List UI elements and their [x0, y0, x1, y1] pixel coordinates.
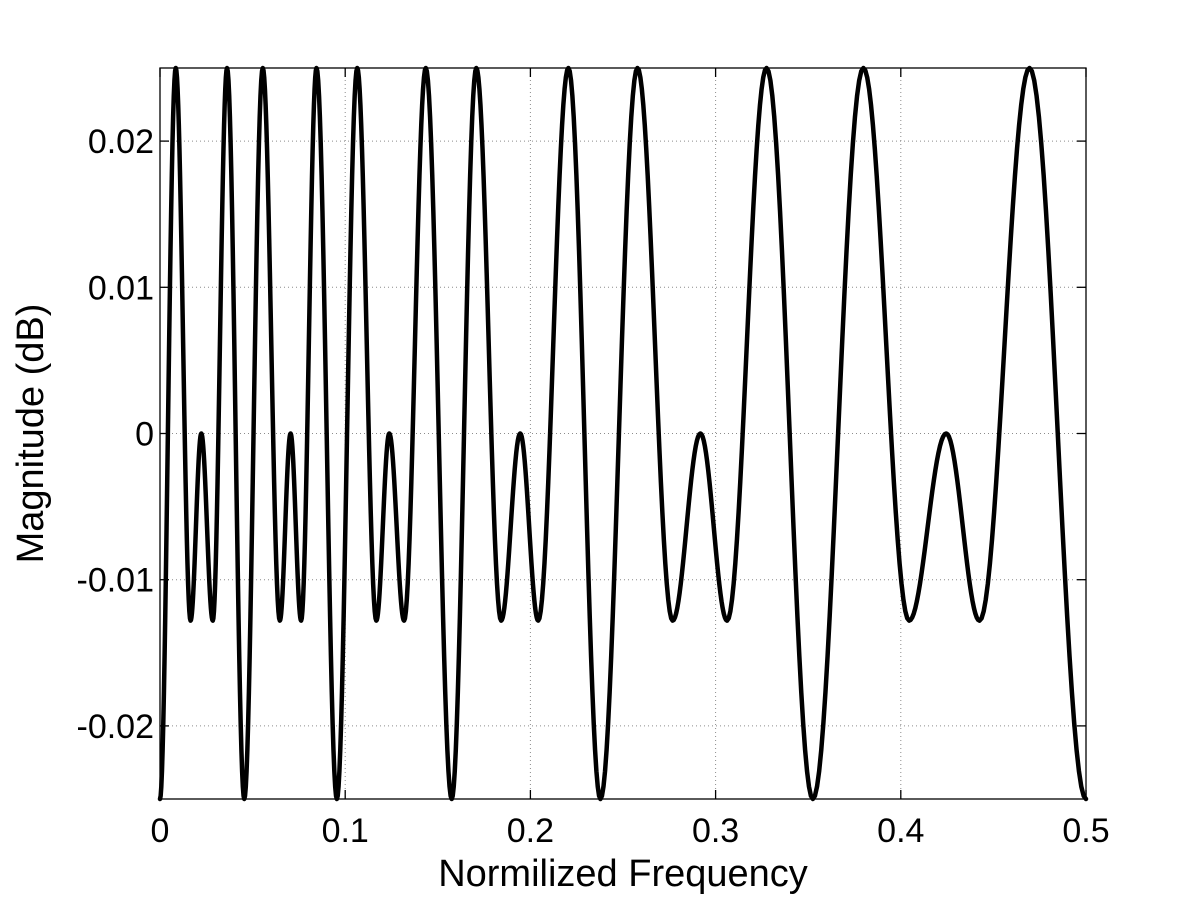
y-tick-label: 0	[135, 416, 154, 454]
y-tick-label: 0.01	[88, 269, 154, 307]
x-tick-label: 0.4	[877, 812, 924, 850]
x-tick-label: 0.1	[322, 812, 369, 850]
x-tick-label: 0.2	[507, 812, 554, 850]
y-tick-label: -0.02	[77, 708, 155, 746]
x-tick-label: 0.5	[1062, 812, 1109, 850]
y-tick-label: -0.01	[77, 562, 155, 600]
x-tick-label: 0.3	[692, 812, 739, 850]
x-tick-label: 0	[151, 812, 170, 850]
y-axis-label: Magnitude (dB)	[10, 304, 52, 564]
x-axis-label: Normilized Frequency	[438, 853, 808, 895]
ticks: 0 0.1 0.2 0.3 0.4 0.5 -0.02 -0.01 0 0.01 0.02	[77, 68, 1110, 850]
y-tick-label: 0.02	[88, 123, 154, 161]
